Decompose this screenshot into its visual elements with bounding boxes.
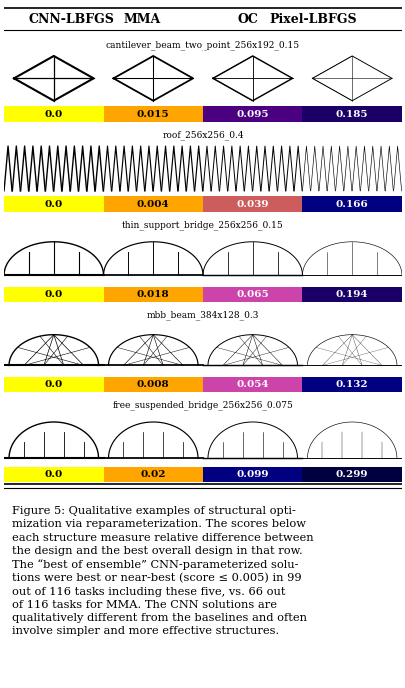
Bar <box>4 376 103 392</box>
Text: 0.008: 0.008 <box>136 380 169 389</box>
Text: OC: OC <box>237 13 258 26</box>
Text: 0.132: 0.132 <box>335 380 368 389</box>
Bar <box>103 196 202 212</box>
Bar <box>302 466 401 482</box>
Text: 0.0: 0.0 <box>45 470 63 479</box>
Text: Pixel-LBFGS: Pixel-LBFGS <box>269 13 356 26</box>
Text: 0.0: 0.0 <box>45 290 63 299</box>
Bar <box>4 107 103 122</box>
Text: 0.02: 0.02 <box>140 470 166 479</box>
Bar <box>202 376 302 392</box>
Text: 0.015: 0.015 <box>136 109 169 118</box>
Text: CNN-LBFGS: CNN-LBFGS <box>29 13 115 26</box>
Bar <box>103 376 202 392</box>
Text: MMA: MMA <box>123 13 160 26</box>
Text: Figure 5: Qualitative examples of structural opti-
mization via reparameterizati: Figure 5: Qualitative examples of struct… <box>12 506 313 636</box>
Bar <box>4 196 103 212</box>
Text: roof_256x256_0.4: roof_256x256_0.4 <box>162 130 243 140</box>
Text: 0.0: 0.0 <box>45 109 63 118</box>
Bar <box>302 196 401 212</box>
Text: 0.054: 0.054 <box>236 380 269 389</box>
Text: 0.194: 0.194 <box>335 290 368 299</box>
Bar <box>103 107 202 122</box>
Text: 0.166: 0.166 <box>335 200 368 208</box>
Bar <box>4 466 103 482</box>
Text: 0.0: 0.0 <box>45 380 63 389</box>
Text: mbb_beam_384x128_0.3: mbb_beam_384x128_0.3 <box>147 310 258 320</box>
Bar <box>202 286 302 302</box>
Bar <box>302 107 401 122</box>
Text: 0.185: 0.185 <box>335 109 368 118</box>
Text: 0.095: 0.095 <box>236 109 269 118</box>
Bar <box>302 286 401 302</box>
Text: free_suspended_bridge_256x256_0.075: free_suspended_bridge_256x256_0.075 <box>112 400 293 410</box>
Bar <box>202 196 302 212</box>
Bar <box>202 466 302 482</box>
Text: 0.099: 0.099 <box>236 470 269 479</box>
Text: cantilever_beam_two_point_256x192_0.15: cantilever_beam_two_point_256x192_0.15 <box>106 40 299 50</box>
Text: 0.0: 0.0 <box>45 200 63 208</box>
Text: 0.018: 0.018 <box>136 290 169 299</box>
Text: 0.299: 0.299 <box>335 470 368 479</box>
Bar <box>103 466 202 482</box>
Text: 0.065: 0.065 <box>236 290 269 299</box>
Text: thin_support_bridge_256x256_0.15: thin_support_bridge_256x256_0.15 <box>122 220 283 230</box>
Bar <box>202 107 302 122</box>
Bar <box>4 286 103 302</box>
Text: 0.039: 0.039 <box>236 200 269 208</box>
Text: 0.004: 0.004 <box>136 200 169 208</box>
Bar <box>103 286 202 302</box>
Bar <box>302 376 401 392</box>
